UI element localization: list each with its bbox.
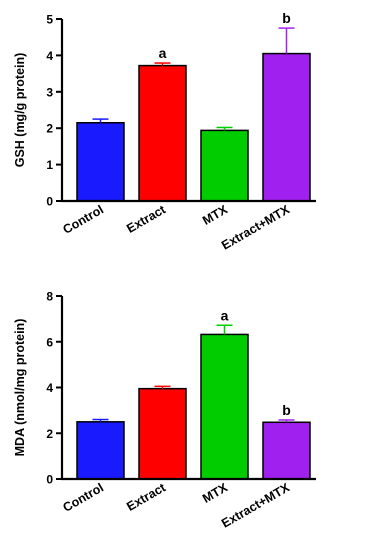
mda-y-tick-label: 0: [46, 473, 53, 487]
gsh-bar-extract-mtx: [262, 52, 311, 202]
mda-category-label: MTX: [200, 480, 230, 506]
mda-category-label: Extract: [124, 480, 168, 514]
gsh-chart-panel: Control a Extract MTX b Extract+MTX 0 1 2 3 4 5 GSH …: [13, 10, 316, 253]
gsh-y-tick-label: 0: [46, 195, 53, 209]
gsh-category-label: Control: [61, 202, 106, 236]
gsh-significance-label: a: [159, 45, 167, 61]
mda-bar-mtx: [200, 333, 249, 480]
gsh-bar-mtx: [200, 129, 249, 202]
gsh-y-tick-label: 5: [46, 13, 53, 27]
gsh-category-label: MTX: [200, 202, 230, 228]
gsh-y-tick-label: 4: [46, 49, 53, 63]
mda-category-label: Extract+MTX: [219, 480, 292, 530]
gsh-category-label: Extract+MTX: [219, 202, 292, 252]
gsh-y-tick-label: 3: [46, 85, 53, 99]
gsh-category-label: Extract: [124, 202, 168, 236]
mda-chart-panel: Control Extract a MTX b Extract+MTX 0 2 4 6 8 MDA (…: [13, 290, 316, 531]
gsh-y-tick-label: 2: [46, 122, 53, 136]
gsh-y-tick-label: 1: [46, 158, 53, 172]
gsh-y-axis-title: GSH (mg/g protein): [13, 53, 27, 168]
mda-y-tick-label: 2: [46, 427, 53, 441]
mda-bar-control: [76, 421, 125, 480]
mda-y-tick-label: 4: [46, 381, 53, 395]
mda-bar-extract-mtx: [262, 421, 311, 480]
mda-y-axis-title: MDA (nmol/mg protein): [13, 319, 27, 457]
gsh-bar-control: [76, 121, 125, 202]
gsh-significance-label: b: [282, 10, 291, 26]
mda-category-label: Control: [61, 480, 106, 514]
mda-y-tick-label: 8: [46, 290, 53, 304]
mda-significance-label: a: [221, 307, 229, 323]
mda-significance-label: b: [282, 402, 291, 418]
mda-bar-extract: [138, 387, 187, 480]
mda-y-tick-label: 6: [46, 335, 53, 349]
gsh-bar-extract: [138, 64, 187, 202]
